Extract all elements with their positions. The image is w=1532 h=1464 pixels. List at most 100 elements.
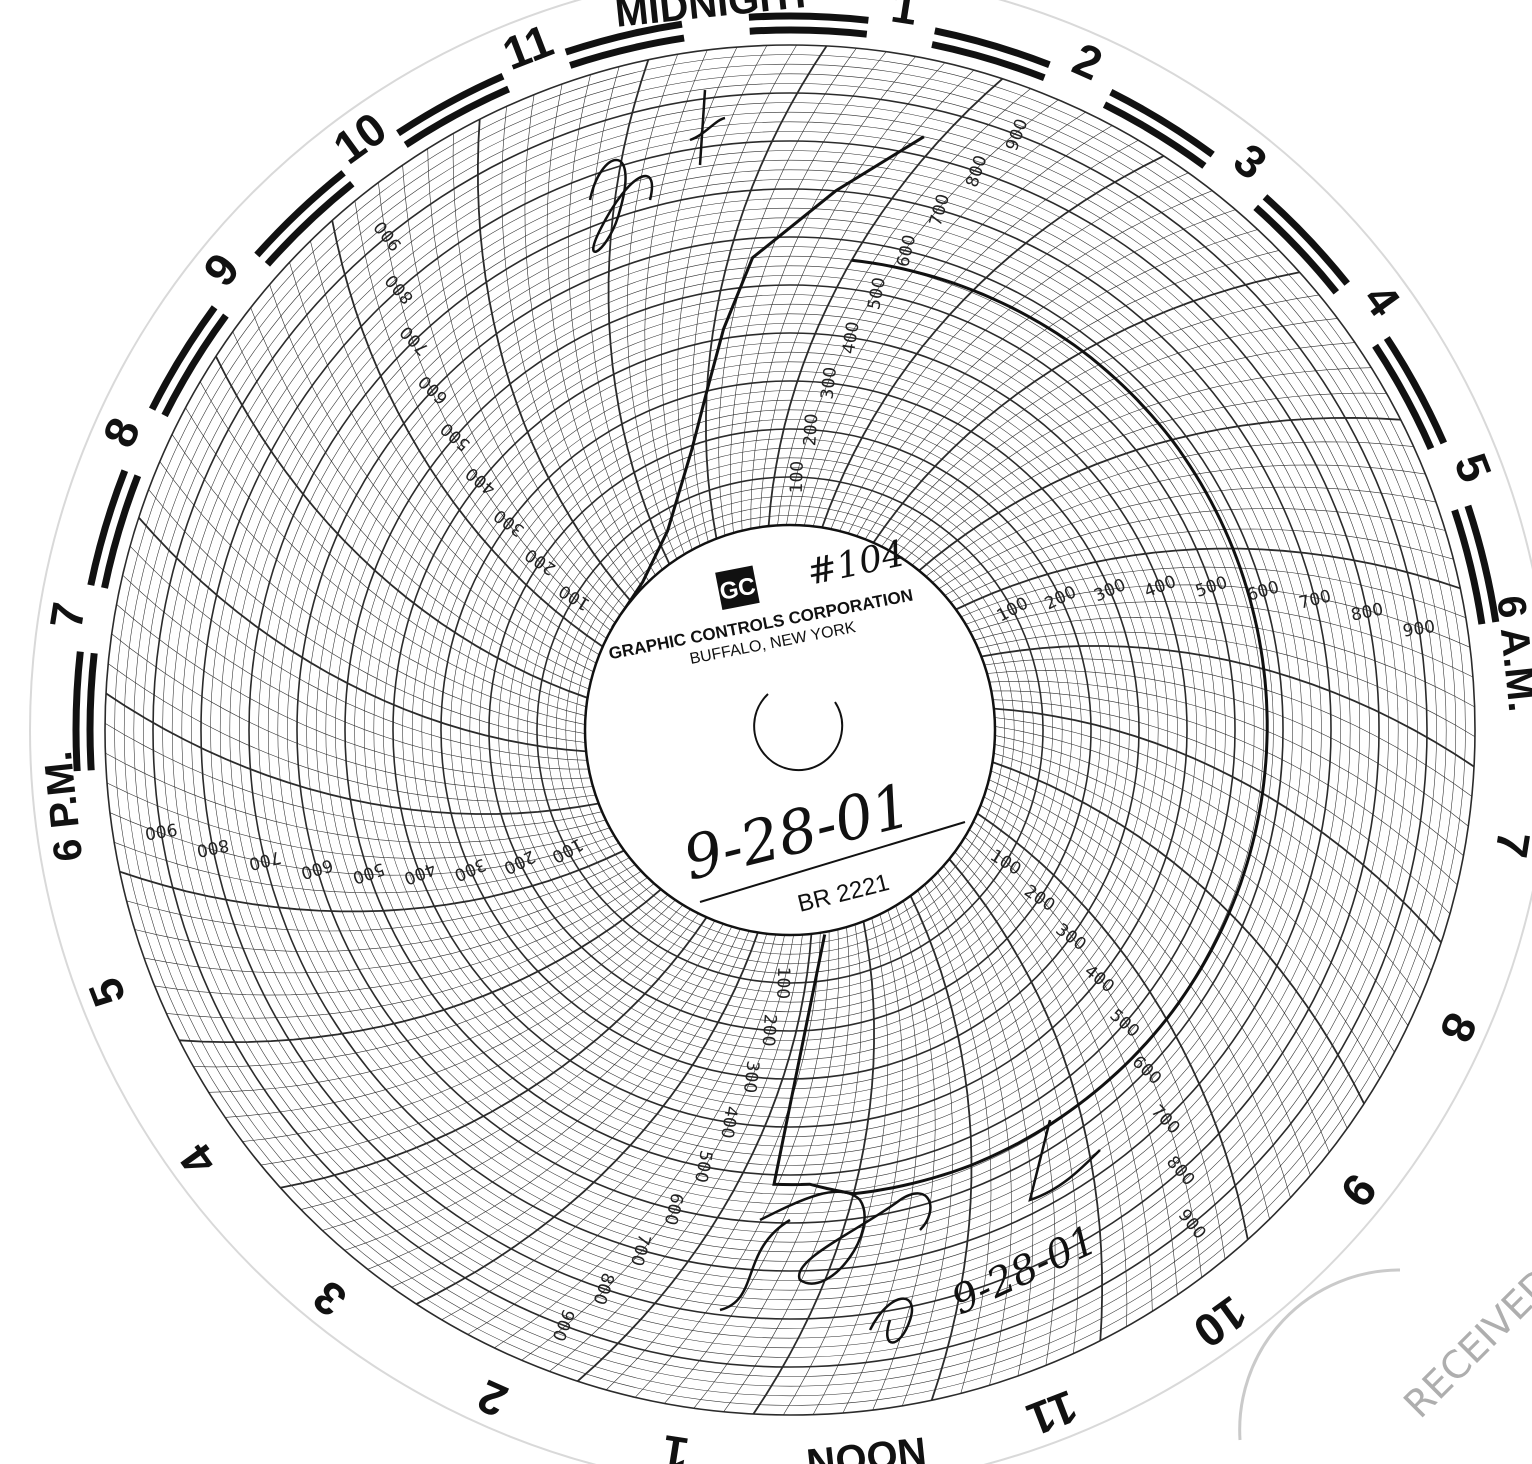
minute-line [664,929,840,1404]
scale-tick-label: 200 [758,1013,780,1047]
hour-band-segment [1102,101,1207,169]
minute-line [378,182,611,631]
minute-line [988,779,1330,1153]
hour-line [955,547,1461,611]
grid-ring [152,92,1428,1368]
center-hub: GC GRAPHIC CONTROLS CORPORATION BUFFALO,… [583,523,997,937]
minute-line [691,44,797,543]
grid-ring [488,428,1092,1032]
minute-line [467,934,776,1335]
minute-line [441,933,768,1321]
minute-line [126,857,630,932]
center-hole [753,693,844,771]
grid-ring [555,495,1025,965]
minute-line [969,829,1202,1278]
minute-line [804,125,1113,526]
hour-line [331,220,604,648]
minute-line [881,294,1320,547]
minute-line [344,926,733,1251]
hour-band-segment [569,34,685,69]
hour-line [918,416,1401,572]
minute-line [993,752,1381,1079]
grid-ring [469,409,1111,1051]
minute-line [902,900,954,1406]
minute-line [402,164,616,624]
hour-band-segment [748,12,869,24]
minute-line [134,864,636,952]
minute-line [171,434,586,725]
minute-line [986,787,1311,1176]
minute-line [129,545,588,761]
minute-line [917,890,992,1394]
minute-line [930,878,1034,1377]
hour-line [752,921,875,1415]
grid-ring [114,54,1466,1406]
minute-line [950,528,1454,603]
hour-line [767,78,1004,527]
grid-ring [527,467,1053,993]
minute-line [932,464,1426,583]
hour-band-segment [1109,88,1215,158]
logo-text: GC [717,573,757,606]
minute-line [723,924,862,1412]
minute-line [973,821,1226,1260]
grid-ring [546,486,1034,974]
hour-line [607,59,671,565]
minute-line [605,932,821,1391]
minute-line [977,631,1476,737]
minute-line [494,934,785,1349]
hour-line [119,849,625,913]
minute-line [232,331,590,690]
signature-bottom [719,1119,1101,1344]
minute-line [943,865,1079,1354]
scale-tick-label: 100 [787,461,808,494]
hour-band-segment [87,469,129,586]
scale-tick-label: 400 [839,320,864,355]
minute-line [872,905,936,1411]
hour-band-segment [403,85,511,148]
hour-line [981,645,1475,768]
grid-ring [171,111,1409,1349]
minute-line [676,45,768,546]
minute-line [759,69,975,528]
minute-line [991,690,1458,886]
grid-ring [229,169,1351,1291]
minute-line [693,927,850,1409]
grid-ring [277,217,1303,1243]
minute-line [106,782,610,859]
grid-ring [248,188,1332,1272]
minute-line [166,883,655,1019]
minute-line [114,842,620,894]
minute-line [896,342,1356,556]
minute-line [427,148,621,616]
minute-line [987,670,1469,827]
grid-ring [479,419,1101,1041]
pen-trace [772,258,1269,1196]
hour-band-segment [749,26,868,38]
minute-line [391,930,750,1288]
scale-tick-label: 400 [716,1105,741,1140]
grid-ring [373,313,1207,1147]
minute-line [994,735,1409,1026]
minute-line [367,928,741,1270]
minute-line [925,441,1414,577]
hour-band-segment [72,651,84,772]
minute-line [839,190,1213,532]
minute-line [730,51,887,533]
grid-ring [440,380,1140,1080]
minute-line [185,407,586,716]
minute-line [777,88,1031,526]
grid-ring [219,159,1361,1301]
hour-band-segment [1383,336,1448,445]
minute-line [588,66,663,570]
minute-line [786,99,1059,526]
hour-band-segment [148,305,218,411]
scale-tick-label: 200 [800,413,822,447]
hour-band-segment [1253,204,1340,295]
minute-line [122,574,589,770]
minute-line [924,884,1012,1386]
hour-band-segment [396,72,505,137]
grid-ring [258,198,1322,1262]
minute-line [965,584,1471,648]
